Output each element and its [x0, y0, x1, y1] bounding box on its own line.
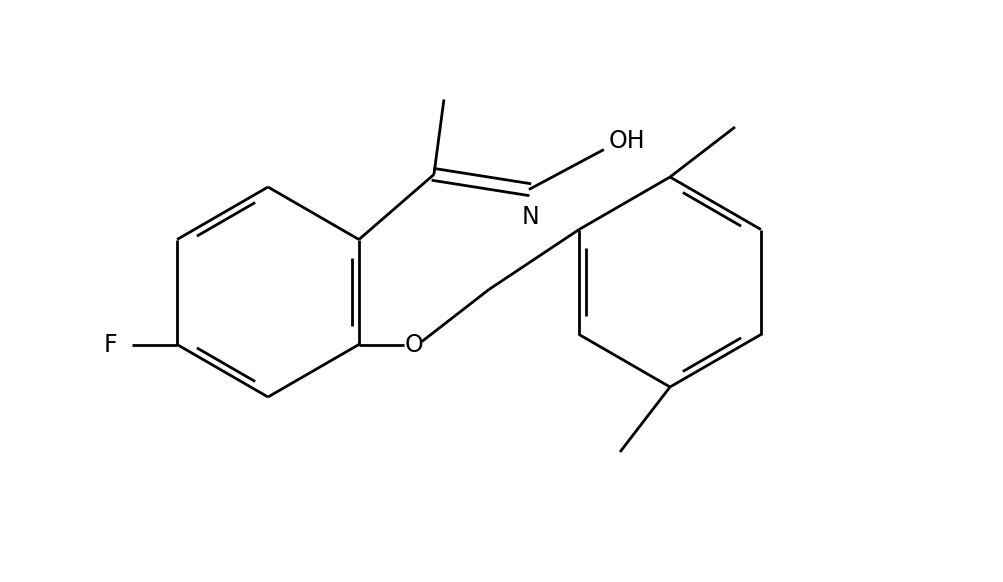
Text: F: F — [103, 332, 117, 357]
Text: O: O — [404, 332, 423, 357]
Text: OH: OH — [609, 130, 645, 154]
Text: N: N — [522, 205, 540, 229]
